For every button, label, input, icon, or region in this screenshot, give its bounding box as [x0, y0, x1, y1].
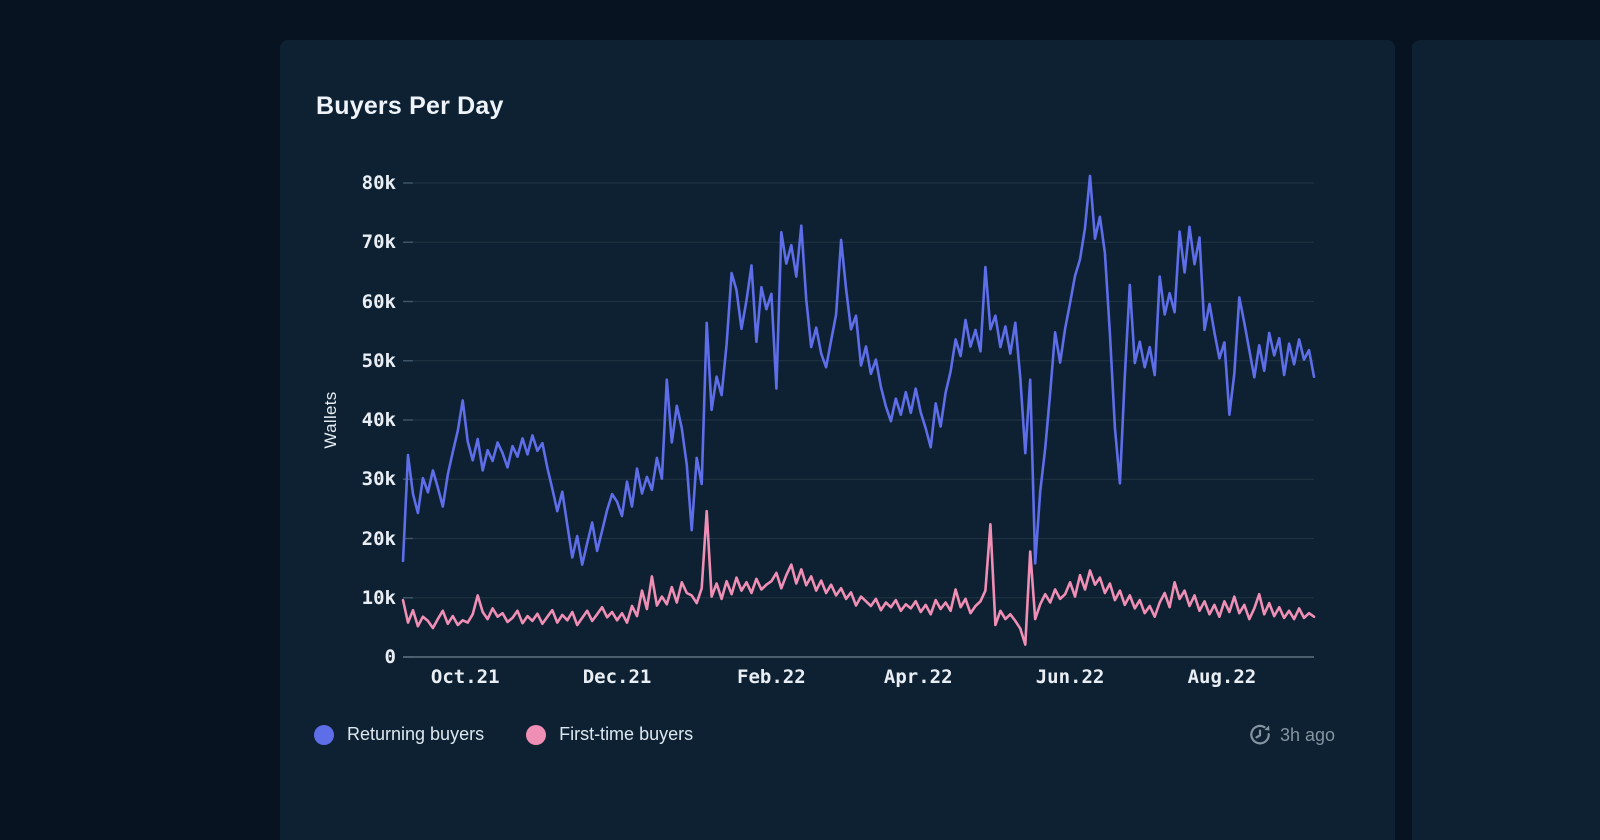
x-tick-label: Dec.21 — [582, 666, 652, 688]
x-tick-label: Jun.22 — [1035, 666, 1105, 688]
x-tick-label: Aug.22 — [1187, 666, 1257, 688]
last-updated-text: 3h ago — [1279, 724, 1335, 745]
chart-card — [280, 40, 1395, 840]
refresh-status[interactable]: 3h ago — [1249, 724, 1335, 746]
y-tick-label: 30k — [361, 468, 396, 491]
first-time-buyers-dot-icon — [526, 724, 547, 745]
y-tick-label: 20k — [361, 527, 396, 550]
y-tick-label: 80k — [361, 172, 396, 194]
x-tick-label: Feb.22 — [737, 666, 806, 688]
y-tick-label: 70k — [361, 231, 396, 254]
y-tick-label: 60k — [361, 290, 396, 313]
chart-title: Buyers Per Day — [316, 92, 504, 120]
returning-buyers-dot-icon — [314, 724, 334, 745]
adjacent-panel — [1412, 40, 1600, 840]
y-tick-label: 50k — [361, 349, 396, 372]
legend-item-first-time-buyers[interactable]: First-time buyers — [526, 724, 693, 745]
y-tick-label: 40k — [361, 409, 396, 431]
y-tick-label: 10k — [361, 586, 396, 609]
x-tick-label: Oct.21 — [430, 666, 500, 688]
legend-item-returning-buyers[interactable]: Returning buyers — [314, 724, 484, 745]
legend-label: Returning buyers — [347, 724, 485, 744]
clock-refresh-icon — [1250, 724, 1270, 745]
x-tick-label: Apr.22 — [883, 666, 953, 688]
chart-legend: Returning buyers First-time buyers — [314, 724, 693, 745]
y-tick-label: 0 — [384, 646, 396, 668]
legend-label: First-time buyers — [559, 724, 694, 744]
